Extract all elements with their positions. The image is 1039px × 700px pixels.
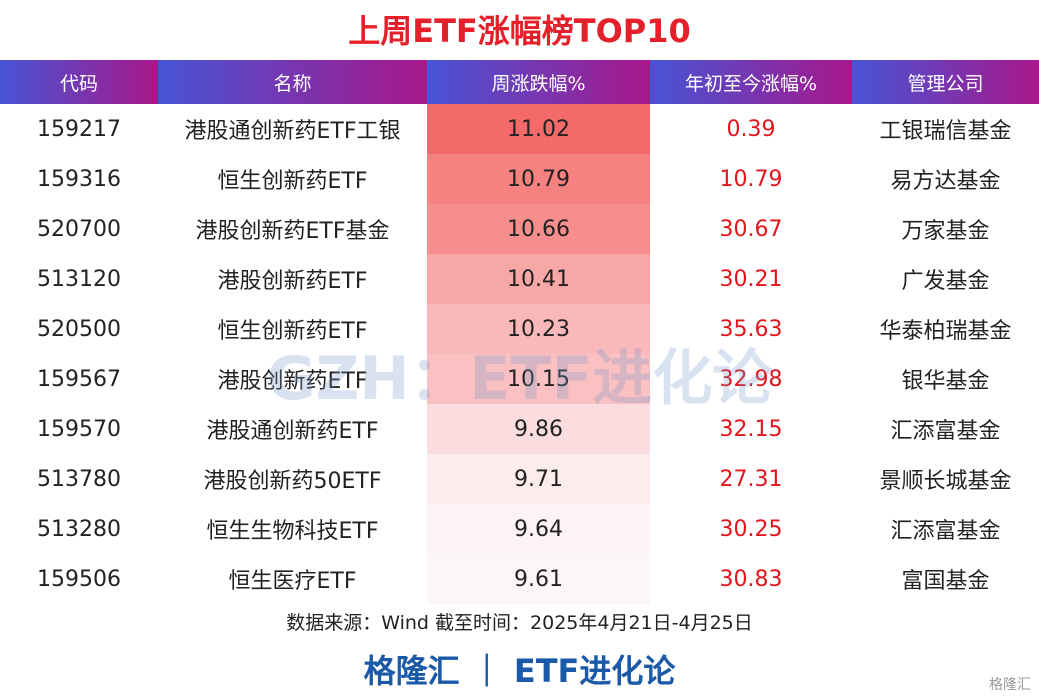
ytd-change-cell: 0.39 bbox=[726, 116, 776, 142]
table-row: 159570 港股通创新药ETF 9.86 32.15 汇添富基金 bbox=[0, 404, 1039, 454]
manager-cell: 景顺长城基金 bbox=[879, 469, 1012, 494]
ytd-change-cell: 27.31 bbox=[719, 466, 783, 492]
weekly-change-cell: 10.41 bbox=[427, 254, 650, 304]
code-cell: 159570 bbox=[37, 416, 121, 442]
weekly-change-cell: 9.64 bbox=[427, 504, 650, 554]
ytd-change-cell: 32.15 bbox=[719, 416, 783, 442]
weekly-change-cell: 11.02 bbox=[427, 104, 650, 154]
weekly-change-cell: 10.79 bbox=[427, 154, 650, 204]
manager-cell: 工银瑞信基金 bbox=[879, 119, 1012, 144]
code-cell: 513120 bbox=[37, 266, 121, 292]
logo: 格隆汇 bbox=[989, 677, 1031, 693]
table: 代码 名称 周涨跌幅% 年初至今涨幅% 管理公司 159217 港股通创新药ETF工银 11… bbox=[0, 60, 1039, 604]
ytd-change-cell: 32.98 bbox=[719, 366, 783, 392]
manager-cell: 汇添富基金 bbox=[890, 419, 1001, 444]
column-header: 代码 bbox=[0, 60, 158, 104]
code-cell: 159567 bbox=[37, 366, 121, 392]
manager-cell: 广发基金 bbox=[901, 269, 990, 294]
name-cell: 港股创新药ETF bbox=[217, 369, 368, 394]
ytd-change-cell: 10.79 bbox=[719, 166, 783, 192]
table-row: 513280 恒生生物科技ETF 9.64 30.25 汇添富基金 bbox=[0, 504, 1039, 554]
column-header: 周涨跌幅% bbox=[427, 60, 650, 104]
name-cell: 港股创新药ETF bbox=[217, 269, 368, 294]
table-row: 520500 恒生创新药ETF 10.23 35.63 华泰柏瑞基金 bbox=[0, 304, 1039, 354]
header-row: 代码 名称 周涨跌幅% 年初至今涨幅% 管理公司 bbox=[0, 60, 1039, 104]
manager-cell: 汇添富基金 bbox=[890, 519, 1001, 544]
code-cell: 513780 bbox=[37, 466, 121, 492]
column-header: 名称 bbox=[158, 60, 427, 104]
name-cell: 恒生生物科技ETF bbox=[206, 519, 379, 544]
column-header: 管理公司 bbox=[852, 60, 1039, 104]
ytd-change-cell: 30.67 bbox=[719, 216, 783, 242]
name-cell: 港股创新药ETF基金 bbox=[195, 219, 390, 244]
name-cell: 恒生医疗ETF bbox=[228, 569, 357, 594]
title: 上周ETF涨幅榜TOP10 bbox=[348, 12, 691, 50]
table-row: 159217 港股通创新药ETF工银 11.02 0.39 工银瑞信基金 bbox=[0, 104, 1039, 154]
manager-cell: 华泰柏瑞基金 bbox=[879, 319, 1012, 344]
column-header: 年初至今涨幅% bbox=[650, 60, 852, 104]
name-cell: 港股通创新药ETF bbox=[206, 419, 379, 444]
weekly-change-cell: 9.61 bbox=[427, 554, 650, 604]
code-cell: 159506 bbox=[37, 566, 121, 592]
code-cell: 520700 bbox=[37, 216, 121, 242]
name-cell: 港股通创新药ETF工银 bbox=[184, 119, 401, 144]
code-cell: 159217 bbox=[37, 116, 121, 142]
ytd-change-cell: 30.25 bbox=[719, 516, 783, 542]
table-row: 159316 恒生创新药ETF 10.79 10.79 易方达基金 bbox=[0, 154, 1039, 204]
table-row: 513780 港股创新药50ETF 9.71 27.31 景顺长城基金 bbox=[0, 454, 1039, 504]
table-row: 513120 港股创新药ETF 10.41 30.21 广发基金 bbox=[0, 254, 1039, 304]
manager-cell: 银华基金 bbox=[901, 369, 990, 394]
name-cell: 港股创新药50ETF bbox=[203, 469, 382, 494]
table-row: 159506 恒生医疗ETF 9.61 30.83 富国基金 bbox=[0, 554, 1039, 604]
name-cell: 恒生创新药ETF bbox=[217, 169, 368, 194]
code-cell: 513280 bbox=[37, 516, 121, 542]
manager-cell: 易方达基金 bbox=[890, 169, 1001, 194]
manager-cell: 富国基金 bbox=[901, 569, 990, 594]
table-row: 159567 港股创新药ETF 10.15 32.98 银华基金 bbox=[0, 354, 1039, 404]
weekly-change-cell: 9.71 bbox=[427, 454, 650, 504]
source-note: 数据来源：Wind 截至时间：2025年4月21日-4月25日 bbox=[286, 612, 753, 634]
table-row: 520700 港股创新药ETF基金 10.66 30.67 万家基金 bbox=[0, 204, 1039, 254]
ytd-change-cell: 30.83 bbox=[719, 566, 783, 592]
ytd-change-cell: 30.21 bbox=[719, 266, 783, 292]
brand: 格隆汇 ｜ ETF进化论 bbox=[363, 652, 676, 690]
weekly-change-cell: 9.86 bbox=[427, 404, 650, 454]
code-cell: 159316 bbox=[37, 166, 121, 192]
weekly-change-cell: 10.23 bbox=[427, 304, 650, 354]
code-cell: 520500 bbox=[37, 316, 121, 342]
table-body: 159217 港股通创新药ETF工银 11.02 0.39 工银瑞信基金 159316 恒生… bbox=[0, 104, 1039, 604]
weekly-change-cell: 10.66 bbox=[427, 204, 650, 254]
weekly-change-cell: 10.15 bbox=[427, 354, 650, 404]
ytd-change-cell: 35.63 bbox=[719, 316, 783, 342]
name-cell: 恒生创新药ETF bbox=[217, 319, 368, 344]
manager-cell: 万家基金 bbox=[901, 219, 990, 244]
